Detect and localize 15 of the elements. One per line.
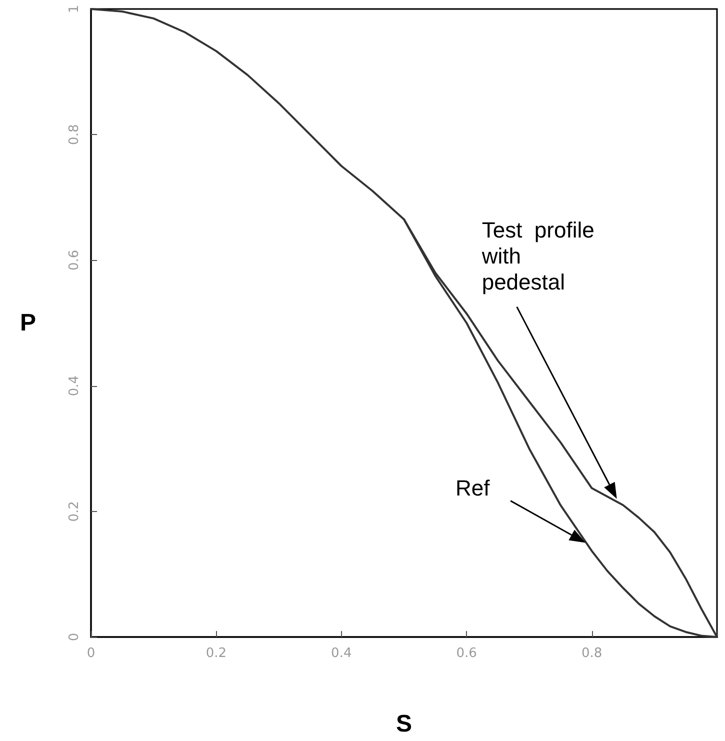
x-tick-label: 0.6 <box>456 646 477 661</box>
y-tick-label: 0 <box>67 632 82 642</box>
annotation: Ref <box>456 475 491 500</box>
x-tick-label: 0.2 <box>206 646 227 661</box>
y-tick-label: 0.4 <box>67 375 82 396</box>
x-tick-label: 0.4 <box>331 646 352 661</box>
x-axis-title: S <box>396 710 412 738</box>
y-tick-label: 1 <box>67 4 82 14</box>
y-tick-label: 0.2 <box>67 501 82 522</box>
y-axis-title: P <box>20 310 36 336</box>
annotation: Test profile with pedestal <box>480 217 594 294</box>
x-tick-label: 0.8 <box>581 646 602 661</box>
x-tick-label: 0 <box>86 646 96 661</box>
y-tick-label: 0.8 <box>67 124 82 145</box>
y-tick-label: 0.6 <box>67 250 82 271</box>
